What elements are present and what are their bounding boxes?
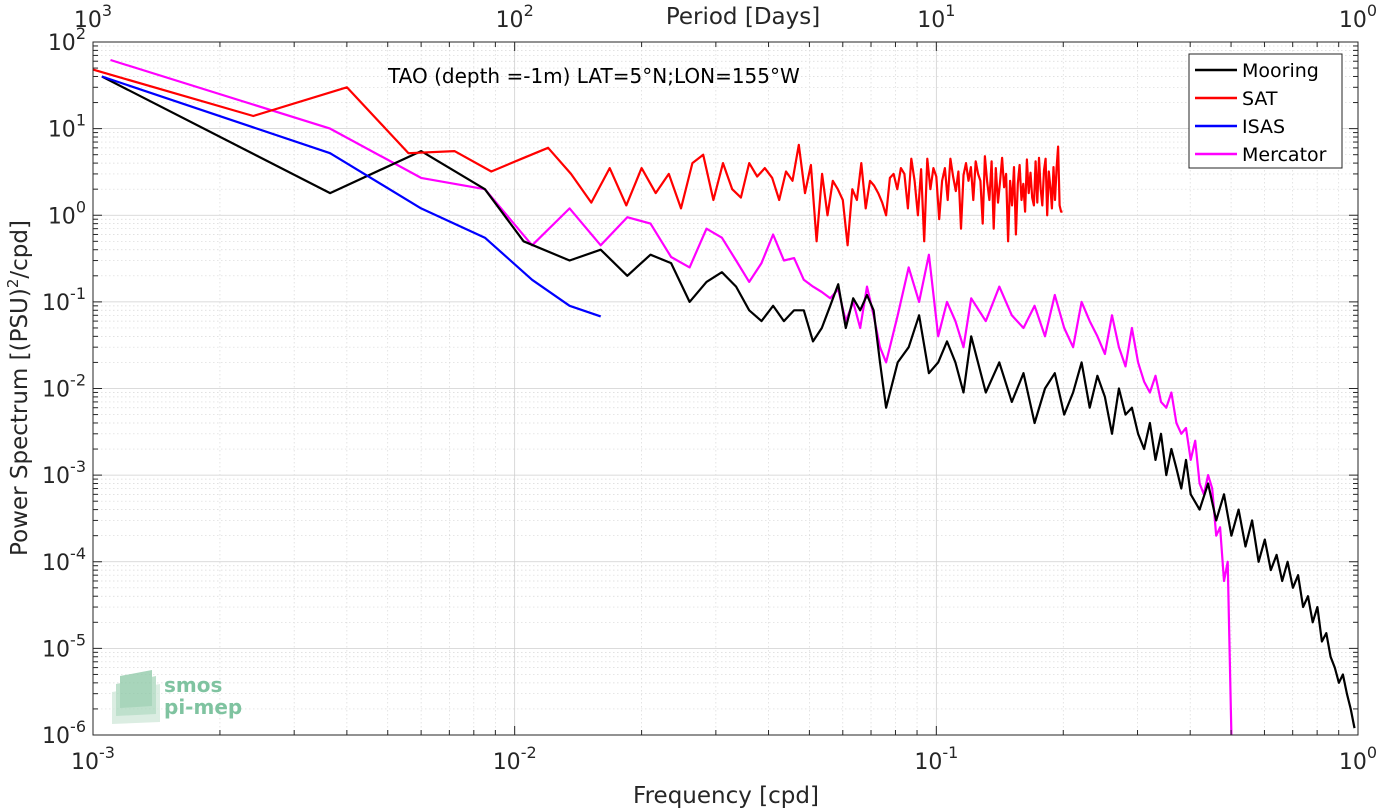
y-tick-label: 10-3 xyxy=(42,457,86,489)
top-tick-label-exponent: 3 xyxy=(102,1,112,20)
y-tick-label: 101 xyxy=(48,111,86,143)
top-tick-label-base: 10 xyxy=(1339,8,1367,33)
y-tick-label: 10-5 xyxy=(42,630,86,662)
legend: Mooring SAT ISAS Mercator xyxy=(1188,53,1343,169)
y-tick-label: 10-6 xyxy=(42,717,86,749)
y-tick-label-exponent: 2 xyxy=(76,24,86,43)
top-tick-label-exponent: 0 xyxy=(1367,1,1377,20)
y-tick-label: 102 xyxy=(48,24,86,56)
series-line-isas xyxy=(101,75,602,318)
top-tick-label-exponent: 2 xyxy=(524,1,534,20)
chart-annotation: TAO (depth =-1m) LAT=5°N;LON=155°W xyxy=(387,64,800,88)
y-tick-label-exponent: -1 xyxy=(70,284,86,303)
y-tick-label-base: 10 xyxy=(48,204,76,229)
y-tick-label-base: 10 xyxy=(42,551,70,576)
legend-label-isas: ISAS xyxy=(1242,116,1285,138)
x-tick-label-exponent: -1 xyxy=(942,743,958,762)
top-axis-title: Period [Days] xyxy=(666,4,820,30)
logo-text-smos: smos xyxy=(164,673,222,697)
y-axis-title-group: Power Spectrum [(PSU)2/cpd] xyxy=(4,220,33,556)
y-tick-label-base: 10 xyxy=(42,464,70,489)
top-tick-label-base: 10 xyxy=(74,8,102,33)
legend-label-sat: SAT xyxy=(1242,88,1278,110)
y-tick-label-base: 10 xyxy=(48,118,76,143)
logo-waves-icon xyxy=(112,670,160,724)
y-tick-label-base: 10 xyxy=(42,724,70,749)
smos-pi-mep-logo: smos pi-mep xyxy=(112,670,242,724)
series-line-mooring xyxy=(101,75,1356,729)
x-tick-label: 100 xyxy=(1339,743,1377,775)
top-tick-label-base: 10 xyxy=(496,8,524,33)
y-tick-label-exponent: -2 xyxy=(70,371,86,390)
y-axis-title-main: Power Spectrum [(PSU) xyxy=(7,288,33,556)
top-tick-label: 102 xyxy=(496,1,534,33)
y-tick-label-base: 10 xyxy=(42,378,70,403)
x-tick-label: 10-2 xyxy=(493,743,537,775)
x-tick-label-exponent: 0 xyxy=(1367,743,1377,762)
top-tick-label: 100 xyxy=(1339,1,1377,33)
y-tick-label-exponent: -3 xyxy=(70,457,86,476)
y-tick-label-exponent: -6 xyxy=(70,717,86,736)
logo-text-pi-mep: pi-mep xyxy=(164,695,242,719)
top-tick-label-base: 10 xyxy=(917,8,945,33)
y-tick-label: 10-2 xyxy=(42,371,86,403)
y-tick-label: 100 xyxy=(48,197,86,229)
series-group xyxy=(92,58,1356,736)
x-tick-label-exponent: -2 xyxy=(521,743,537,762)
y-tick-label-exponent: 0 xyxy=(76,197,86,216)
top-tick-label-exponent: 1 xyxy=(945,1,955,20)
y-axis-title: Power Spectrum [(PSU)2/cpd] xyxy=(4,220,33,556)
x-tick-label: 10-3 xyxy=(71,743,115,775)
x-tick-label-exponent: -3 xyxy=(99,743,115,762)
series-line-sat xyxy=(92,68,1063,247)
x-tick-label-base: 10 xyxy=(1339,750,1367,775)
y-tick-label-exponent: -5 xyxy=(70,630,86,649)
top-tick-label: 103 xyxy=(74,1,112,33)
y-tick-label-base: 10 xyxy=(48,31,76,56)
x-tick-label-base: 10 xyxy=(71,750,99,775)
y-tick-label-base: 10 xyxy=(42,637,70,662)
series-line-mercator xyxy=(110,58,1233,736)
top-tick-label: 101 xyxy=(917,1,955,33)
y-tick-label: 10-1 xyxy=(42,284,86,316)
tick-marks xyxy=(92,41,1359,736)
x-tick-label: 10-1 xyxy=(914,743,958,775)
x-tick-label-base: 10 xyxy=(493,750,521,775)
y-tick-label-exponent: -4 xyxy=(70,544,86,563)
y-tick-label-base: 10 xyxy=(42,291,70,316)
x-tick-label-base: 10 xyxy=(914,750,942,775)
y-tick-label: 10-4 xyxy=(42,544,86,576)
x-axis-title: Frequency [cpd] xyxy=(633,783,819,809)
legend-box xyxy=(1188,53,1343,169)
y-axis-title-superscript: 2 xyxy=(4,279,22,289)
y-axis-title-tail: /cpd] xyxy=(7,220,33,279)
y-tick-label-exponent: 1 xyxy=(76,111,86,130)
legend-label-mooring: Mooring xyxy=(1242,60,1319,82)
legend-label-mercator: Mercator xyxy=(1242,144,1327,166)
